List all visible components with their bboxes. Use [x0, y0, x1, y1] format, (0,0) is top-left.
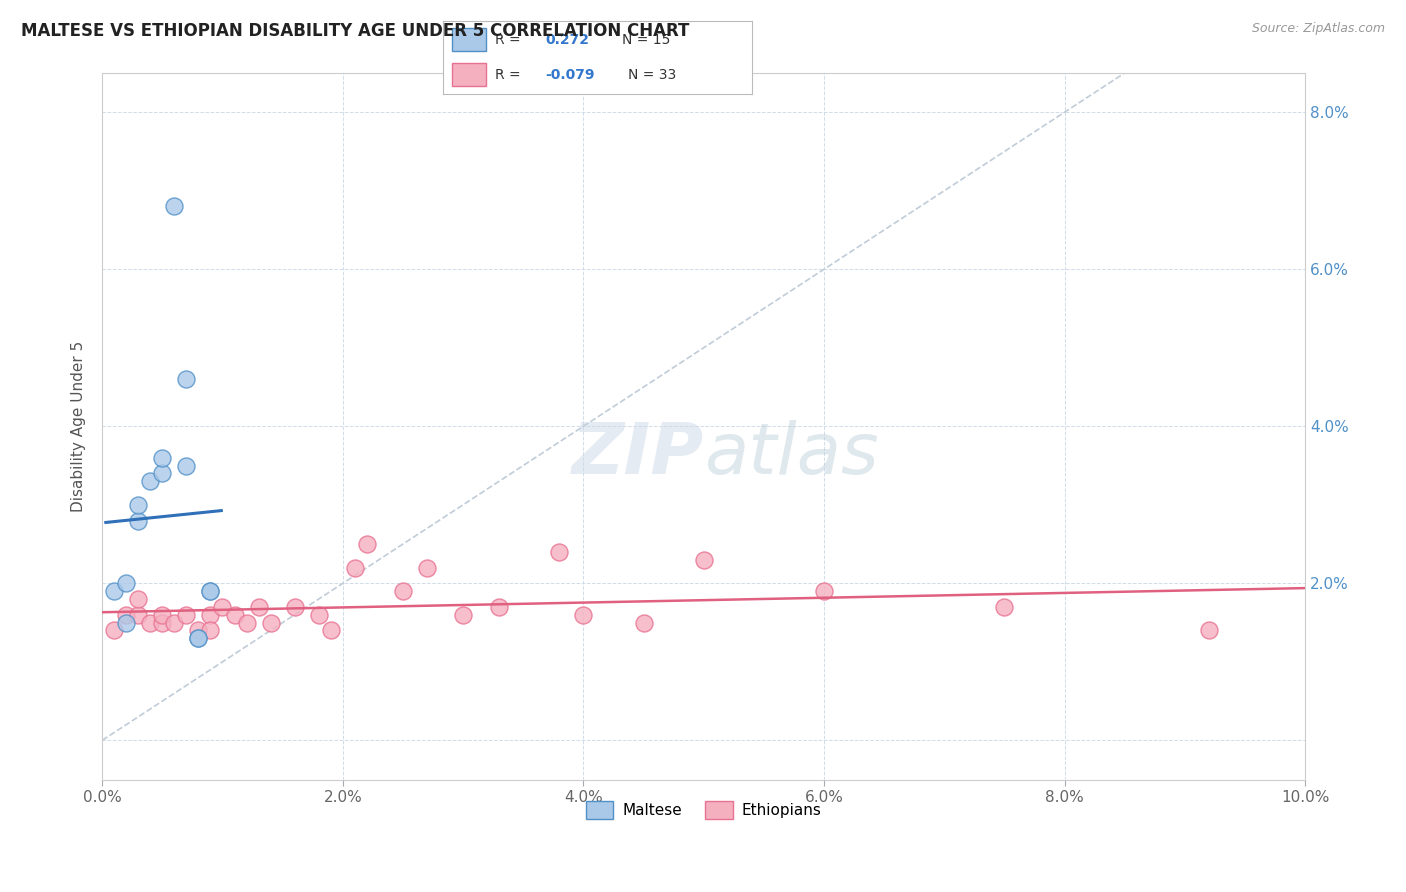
Point	[127, 607, 149, 622]
Point	[150, 607, 173, 622]
Legend: Maltese, Ethiopians: Maltese, Ethiopians	[579, 795, 828, 825]
Point	[127, 592, 149, 607]
Point	[187, 632, 209, 646]
Text: R =: R =	[495, 32, 522, 46]
Point	[200, 624, 222, 638]
Point	[103, 624, 125, 638]
FancyBboxPatch shape	[453, 28, 486, 51]
Point	[488, 599, 510, 614]
Point	[548, 545, 571, 559]
Point	[187, 624, 209, 638]
Text: N = 15: N = 15	[623, 32, 671, 46]
Point	[150, 467, 173, 481]
Point	[259, 615, 281, 630]
Point	[115, 607, 138, 622]
FancyBboxPatch shape	[453, 63, 486, 87]
Point	[200, 584, 222, 599]
Point	[127, 514, 149, 528]
Point	[187, 632, 209, 646]
Point	[235, 615, 257, 630]
Point	[176, 372, 198, 386]
Point	[392, 584, 415, 599]
Text: ZIP: ZIP	[571, 420, 703, 489]
Point	[200, 607, 222, 622]
Point	[247, 599, 270, 614]
Point	[993, 599, 1015, 614]
Point	[115, 576, 138, 591]
Point	[139, 615, 162, 630]
Point	[103, 584, 125, 599]
Text: R =: R =	[495, 68, 522, 82]
Point	[1198, 624, 1220, 638]
Point	[284, 599, 307, 614]
Point	[308, 607, 330, 622]
Text: N = 33: N = 33	[628, 68, 676, 82]
Text: Source: ZipAtlas.com: Source: ZipAtlas.com	[1251, 22, 1385, 36]
Point	[150, 615, 173, 630]
Y-axis label: Disability Age Under 5: Disability Age Under 5	[72, 341, 86, 512]
Point	[176, 607, 198, 622]
Point	[163, 615, 186, 630]
Point	[127, 498, 149, 512]
Point	[200, 584, 222, 599]
Text: atlas: atlas	[703, 420, 879, 489]
Point	[343, 560, 366, 574]
Point	[813, 584, 835, 599]
Text: -0.079: -0.079	[546, 68, 595, 82]
Point	[451, 607, 474, 622]
Text: MALTESE VS ETHIOPIAN DISABILITY AGE UNDER 5 CORRELATION CHART: MALTESE VS ETHIOPIAN DISABILITY AGE UNDE…	[21, 22, 689, 40]
Point	[176, 458, 198, 473]
Point	[115, 615, 138, 630]
Point	[139, 475, 162, 489]
Point	[150, 450, 173, 465]
Point	[356, 537, 378, 551]
Point	[572, 607, 595, 622]
Point	[224, 607, 246, 622]
Point	[692, 553, 714, 567]
Point	[633, 615, 655, 630]
Point	[416, 560, 439, 574]
Point	[319, 624, 342, 638]
Point	[211, 599, 233, 614]
Text: 0.272: 0.272	[546, 32, 589, 46]
Point	[163, 199, 186, 213]
